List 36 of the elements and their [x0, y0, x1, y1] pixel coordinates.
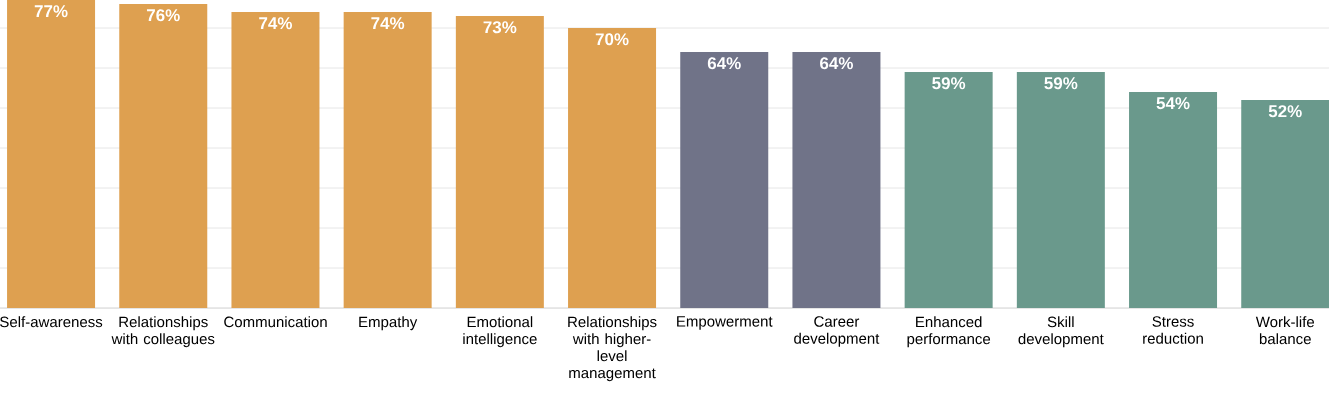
data-label: 70%	[595, 33, 629, 46]
data-label: 64%	[707, 57, 741, 70]
bar	[455, 16, 544, 308]
x-tick-label: Self-awareness	[0, 316, 103, 328]
x-tick-label: Empathy	[359, 316, 418, 331]
x-tick-label: Work-life balance	[1255, 316, 1315, 345]
x-tick-label: Communication	[224, 316, 327, 328]
bar	[1241, 100, 1329, 308]
bar	[792, 52, 881, 308]
bar	[568, 28, 657, 308]
x-tick-label: Stress reduction	[1143, 316, 1203, 344]
x-tick-label: Skill development	[1018, 316, 1104, 348]
bar	[231, 12, 320, 308]
x-tick-label: Career development	[794, 316, 880, 347]
bar	[904, 72, 993, 308]
bar	[1016, 72, 1105, 308]
x-tick-label: Relationships with colleagues	[111, 316, 215, 348]
data-label: 59%	[932, 77, 966, 90]
bar	[680, 52, 769, 308]
data-label: 59%	[1044, 77, 1078, 90]
bar	[343, 12, 432, 308]
bar	[119, 4, 208, 308]
x-tick-label: Empowerment	[677, 316, 773, 330]
data-label: 52%	[1268, 105, 1302, 118]
bar	[1129, 92, 1218, 308]
data-label: 64%	[820, 57, 853, 70]
data-label: 54%	[1156, 97, 1190, 110]
x-tick-label: Emotional intelligence	[463, 316, 537, 348]
data-label: 73%	[483, 21, 517, 34]
x-tick-label: Enhanced performance	[907, 316, 991, 348]
data-label: 74%	[259, 17, 293, 30]
x-tick-label: Relationships with higher-level management	[568, 316, 657, 382]
bar	[7, 0, 96, 308]
data-label: 76%	[146, 9, 180, 22]
data-label: 77%	[34, 5, 68, 18]
data-label: 74%	[371, 17, 405, 30]
